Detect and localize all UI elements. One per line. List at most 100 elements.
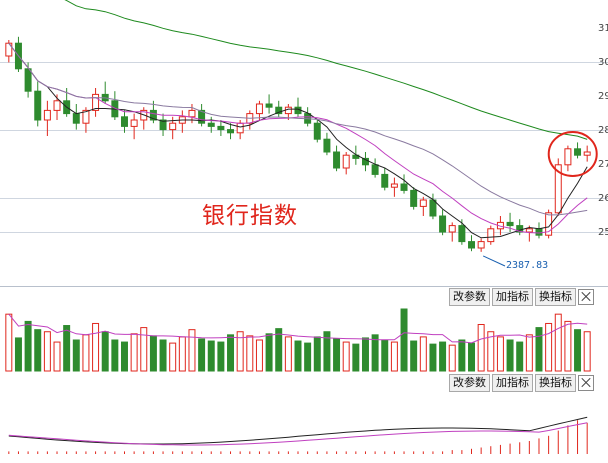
volume-bar — [410, 340, 418, 372]
volume-bar — [246, 335, 254, 372]
volume-bar — [207, 340, 215, 372]
volume-bar — [188, 329, 196, 372]
price-chart-pane: 银行指数 2387.83 31 30 29 28 27 26 25 — [0, 0, 608, 287]
volume-bar — [361, 337, 369, 372]
close-icon[interactable] — [578, 289, 594, 305]
candle-body — [477, 241, 485, 249]
volume-bar — [448, 344, 456, 372]
volume-bar — [564, 320, 572, 372]
volume-bar — [429, 343, 437, 372]
volume-bar — [111, 339, 119, 372]
volume-bar — [130, 333, 138, 372]
volume-bar — [121, 341, 128, 372]
chart-title: 银行指数 — [202, 203, 298, 229]
candle-body — [381, 173, 389, 188]
y-tick-label: 31 — [598, 23, 608, 34]
grid-line — [0, 232, 608, 233]
candle-body — [169, 122, 177, 131]
candle-body — [159, 119, 167, 131]
candle-body — [545, 212, 553, 236]
candle-body — [400, 183, 408, 191]
candle-body — [217, 125, 225, 131]
low-pointer-arrow — [482, 255, 506, 267]
volume-bar — [574, 329, 582, 372]
volume-bar — [554, 313, 562, 372]
candle-body — [564, 148, 572, 166]
volume-bar — [545, 322, 553, 372]
volume-bar — [284, 336, 292, 372]
candle-body — [342, 154, 350, 169]
y-tick-label: 30 — [598, 57, 608, 68]
candle-body — [390, 183, 398, 188]
volume-bar — [477, 324, 485, 372]
volume-bar — [583, 331, 591, 372]
volume-bar — [371, 334, 379, 372]
ma-short-line — [8, 42, 588, 239]
ma-20-line — [8, 42, 588, 216]
candle-body — [198, 109, 206, 124]
candle-body — [333, 151, 341, 169]
volume-ma-line — [8, 313, 588, 344]
candle-body — [236, 122, 244, 134]
grid-line — [0, 198, 608, 199]
switch-indicator-button[interactable]: 换指标 — [535, 288, 576, 306]
add-indicator-button[interactable]: 加指标 — [492, 374, 533, 392]
volume-bar — [255, 339, 263, 372]
modify-params-button[interactable]: 改参数 — [449, 288, 490, 306]
candle-body — [487, 228, 495, 243]
candle-body — [574, 148, 582, 156]
low-price-label: 2387.83 — [506, 260, 549, 271]
candle-body — [207, 122, 215, 127]
volume-bar — [313, 336, 321, 372]
candle-body — [34, 90, 42, 121]
candle-body — [53, 100, 61, 111]
macd-chart — [8, 416, 588, 454]
volume-bar — [5, 313, 13, 372]
close-icon[interactable] — [578, 375, 594, 391]
candle-body — [429, 199, 437, 217]
candle-body — [458, 225, 466, 243]
volume-bar — [390, 341, 398, 372]
volume-bar — [419, 336, 427, 372]
volume-bar — [506, 339, 514, 372]
volume-bar — [333, 338, 341, 372]
candle-body — [92, 93, 100, 111]
candle-body — [525, 228, 533, 233]
volume-bar — [352, 343, 360, 372]
volume-bar — [496, 336, 504, 372]
volume-bar — [236, 331, 244, 372]
candle-body — [371, 164, 379, 175]
indicator-chart-pane — [0, 392, 608, 463]
modify-params-button[interactable]: 改参数 — [449, 374, 490, 392]
volume-bar — [82, 334, 90, 372]
volume-bar — [53, 341, 61, 372]
volume-bar — [169, 342, 177, 372]
candle-body — [43, 109, 51, 121]
candle-body — [468, 241, 475, 249]
candle-body — [255, 103, 263, 115]
volume-bar — [92, 322, 100, 372]
add-indicator-button[interactable]: 加指标 — [492, 288, 533, 306]
candle-body — [130, 119, 138, 127]
y-tick-label: 27 — [598, 159, 608, 170]
candle-body — [121, 116, 128, 127]
volume-bar — [227, 334, 235, 372]
candle-body — [275, 106, 283, 115]
volume-bar — [265, 333, 273, 372]
candle-body — [554, 164, 562, 214]
y-tick-label: 25 — [598, 227, 608, 238]
volume-toolbar: 改参数 加指标 换指标 — [449, 288, 594, 306]
grid-line — [0, 130, 608, 131]
switch-indicator-button[interactable]: 换指标 — [535, 374, 576, 392]
y-tick-label: 26 — [598, 193, 608, 204]
candle-body — [284, 106, 292, 115]
candle-body — [24, 68, 32, 92]
candle-body — [352, 154, 360, 159]
ma-mid-line — [8, 42, 588, 234]
candle-body — [448, 225, 456, 233]
candle-body — [313, 122, 321, 140]
candle-body — [149, 109, 157, 121]
volume-bar — [14, 337, 22, 372]
ma-long-line — [64, 0, 588, 140]
candle-body — [227, 129, 235, 134]
